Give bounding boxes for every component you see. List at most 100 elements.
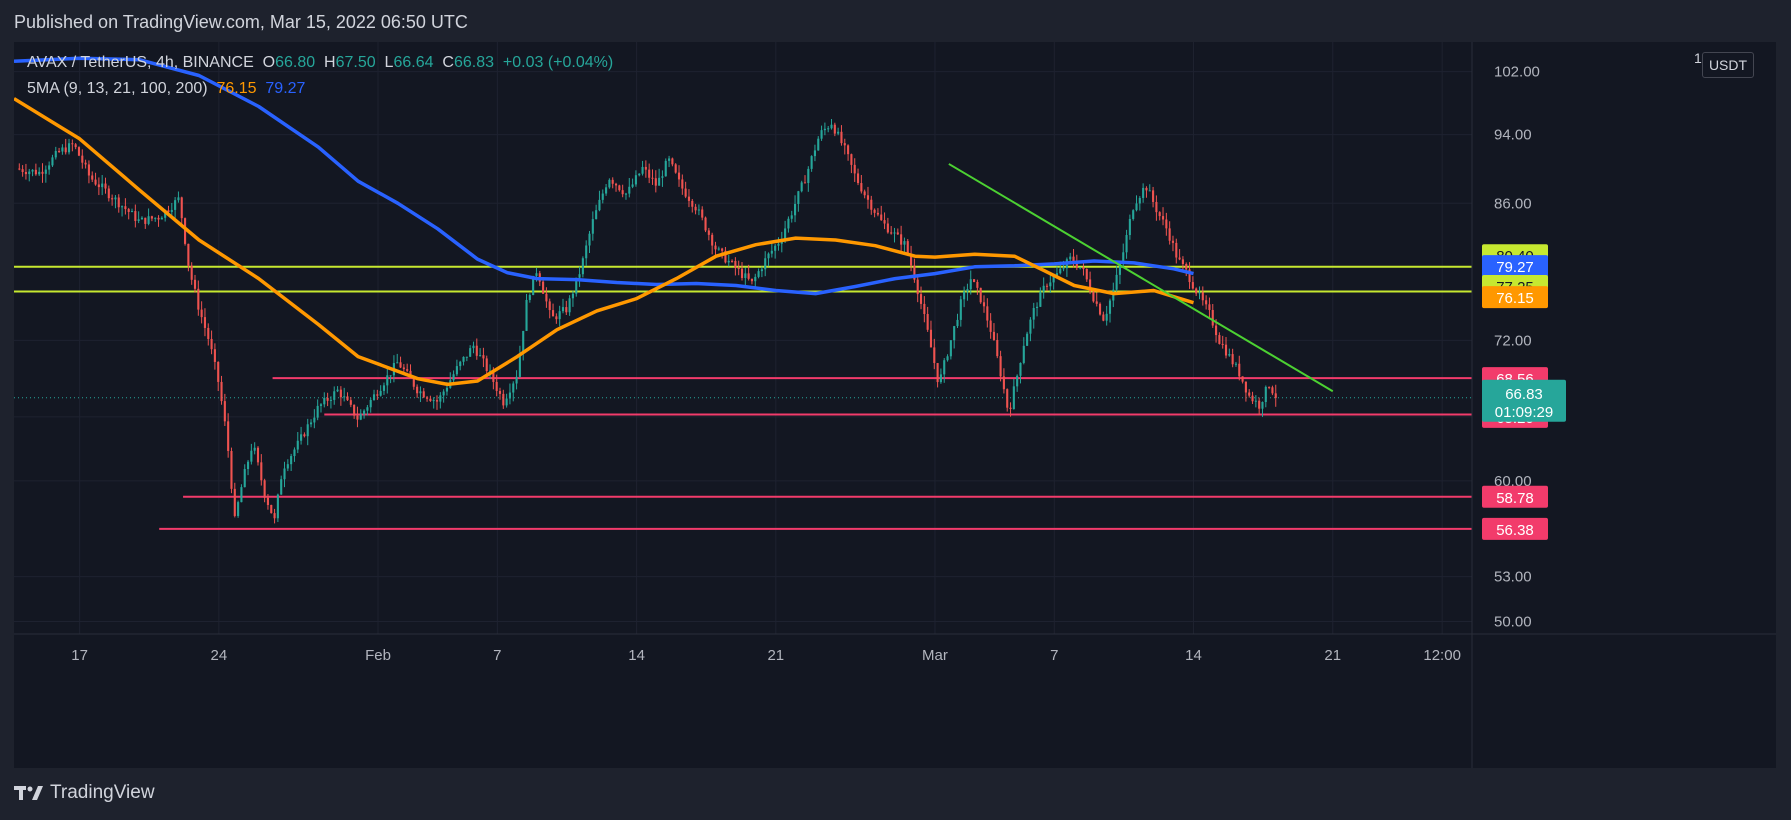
candle-body <box>1098 303 1102 315</box>
candle-body <box>369 399 372 408</box>
candle-body <box>1271 387 1274 394</box>
candle-body <box>1188 269 1191 283</box>
candle-body <box>764 258 767 270</box>
candle-body <box>1238 363 1241 377</box>
symbol-label[interactable]: AVAX / TetherUS, 4h, BINANCE <box>27 54 254 71</box>
candle-body <box>416 386 419 394</box>
candle-body <box>823 128 826 131</box>
candle-body <box>84 162 87 165</box>
candle-body <box>432 400 435 402</box>
candle-body <box>551 310 555 317</box>
candle-body <box>91 175 94 180</box>
candle-body <box>356 415 359 420</box>
candle-body <box>860 183 863 192</box>
candle-body <box>1009 407 1012 410</box>
trendline[interactable] <box>948 163 1334 393</box>
candle-body <box>1231 354 1234 365</box>
candle-body <box>363 410 366 415</box>
candle-body <box>542 281 545 294</box>
candle-body <box>608 179 611 188</box>
chart-frame[interactable]: 50.0053.0060.0065.2072.0086.0094.00102.0… <box>14 42 1776 768</box>
x-tick-label: Feb <box>365 647 391 664</box>
x-tick-label: 21 <box>1324 647 1341 664</box>
candle-body <box>54 150 57 158</box>
candle-body <box>87 164 90 176</box>
candle-body <box>843 143 846 146</box>
candle-body <box>1026 333 1029 346</box>
candle-body <box>1178 257 1181 260</box>
candle-body <box>1062 268 1065 270</box>
candle-body <box>134 211 137 221</box>
candle-body <box>1168 228 1171 241</box>
candle-body <box>439 395 442 402</box>
candle-body <box>31 169 34 172</box>
candle-body <box>605 187 608 194</box>
candle-body <box>101 183 104 188</box>
candle-body <box>140 217 144 220</box>
candle-body <box>273 513 276 519</box>
candle-body <box>1145 187 1148 191</box>
candle-body <box>1052 276 1055 283</box>
candle-body <box>880 214 883 221</box>
tradingview-mark-icon <box>14 786 43 800</box>
candle-body <box>681 179 684 189</box>
price-chart[interactable]: 50.0053.0060.0065.2072.0086.0094.00102.0… <box>14 42 1776 768</box>
candle-body <box>634 175 637 185</box>
candle-body <box>1175 242 1178 258</box>
candle-body <box>1092 291 1095 302</box>
candle-body <box>429 398 432 401</box>
candle-body <box>853 164 856 174</box>
candle-body <box>883 220 886 224</box>
x-tick-label: 21 <box>767 647 784 664</box>
ma-fast-line <box>14 97 1195 387</box>
candle-body <box>452 374 455 381</box>
price-label-box <box>1482 286 1548 309</box>
candle-body <box>246 461 250 470</box>
candle-body <box>339 389 342 398</box>
candle-body <box>578 274 581 278</box>
candle-body <box>38 171 41 175</box>
candle-body <box>767 253 770 259</box>
candle-body <box>1198 292 1201 294</box>
y-tick-label: 86.00 <box>1494 195 1532 212</box>
candle-body <box>366 407 369 411</box>
candle-body <box>187 243 190 266</box>
candle-body <box>641 166 644 174</box>
tradingview-logo[interactable]: TradingView <box>14 782 155 804</box>
trendline-line[interactable] <box>948 163 1334 393</box>
candle-body <box>777 243 780 246</box>
ma-legend[interactable]: 5MA (9, 13, 21, 100, 200) 76.15 79.27 <box>27 80 305 98</box>
candle-body <box>1035 306 1039 309</box>
candle-body <box>581 258 584 275</box>
candle-body <box>442 391 445 396</box>
candle-body <box>923 303 926 315</box>
candle-body <box>386 375 389 386</box>
ma-label: 5MA (9, 13, 21, 100, 200) <box>27 80 208 97</box>
candle-body <box>800 182 803 192</box>
candle-body <box>1218 335 1221 344</box>
candle-body <box>704 217 707 231</box>
candle-body <box>1221 343 1224 345</box>
candle-body <box>953 326 956 341</box>
candle-body <box>1205 300 1208 305</box>
bottom-bar <box>0 768 1791 820</box>
candle-body <box>1045 285 1049 287</box>
candle-body <box>1208 304 1211 310</box>
candle-body <box>127 209 130 212</box>
candle-body <box>462 356 465 362</box>
candle-body <box>1152 190 1155 202</box>
currency-button[interactable]: USDT <box>1702 52 1754 78</box>
candle-body <box>687 196 691 201</box>
candle-body <box>810 156 813 169</box>
candle-body <box>949 340 952 357</box>
candle-body <box>144 217 147 224</box>
candle-body <box>691 200 694 207</box>
horizontal-levels[interactable] <box>14 265 1472 530</box>
candle-body <box>1019 362 1022 376</box>
candle-body <box>677 172 681 180</box>
candle-body <box>130 211 134 213</box>
candle-body <box>774 245 777 251</box>
candle-body <box>77 147 81 156</box>
candle-body <box>223 401 226 422</box>
candle-body <box>1148 190 1151 192</box>
